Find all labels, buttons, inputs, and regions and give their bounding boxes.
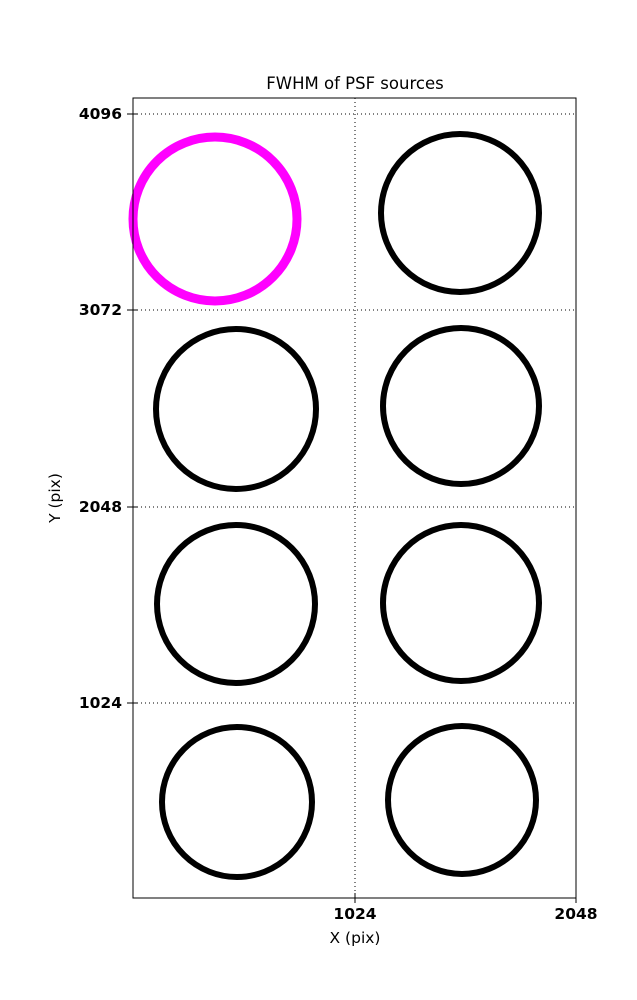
ytick-label-4096: 4096	[79, 105, 122, 123]
psf-source-markers	[128, 131, 542, 880]
psf-marker-row1-right[interactable]	[378, 131, 542, 295]
plot-title: FWHM of PSF sources	[266, 74, 443, 93]
y-axis-label: Y (pix)	[46, 473, 64, 524]
psf-marker-row2-right[interactable]	[380, 325, 542, 487]
psf-marker-row4-right[interactable]	[385, 723, 539, 877]
tick-marks-y	[127, 113, 137, 704]
psf-marker-row3-right[interactable]	[380, 522, 542, 684]
x-axis-label: X (pix)	[330, 929, 381, 947]
xtick-label-1024: 1024	[333, 905, 376, 923]
ytick-label-1024: 1024	[79, 694, 122, 712]
ytick-label-2048: 2048	[79, 498, 122, 516]
tick-marks-x	[354, 893, 577, 903]
psf-marker-row2-left[interactable]	[153, 326, 319, 492]
psf-marker-row4-left[interactable]	[159, 724, 315, 880]
xtick-label-2048: 2048	[554, 905, 597, 923]
psf-marker-row3-left[interactable]	[154, 522, 318, 686]
ytick-label-3072: 3072	[79, 301, 122, 319]
